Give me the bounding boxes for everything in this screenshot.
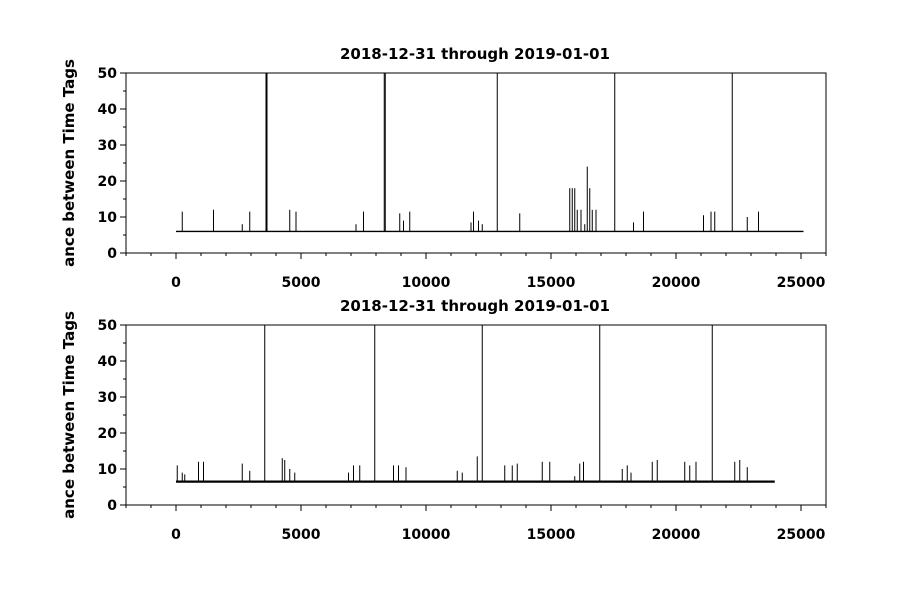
x-tick-label: 10000: [402, 527, 451, 543]
chart-panel-bottom: 2018-12-31 through 2019-01-01 ance betwe…: [60, 297, 827, 543]
y-tick-label: 10: [98, 462, 118, 478]
y-tick-label: 20: [98, 426, 118, 442]
y-axis-label: ance between Time Tags: [60, 311, 78, 519]
chart-title: 2018-12-31 through 2019-01-01: [340, 297, 610, 315]
x-tick-label: 5000: [282, 275, 321, 291]
chart-title: 2018-12-31 through 2019-01-01: [340, 45, 610, 63]
chart-panel-top: 2018-12-31 through 2019-01-01 ance betwe…: [60, 45, 827, 291]
y-tick-label: 40: [98, 354, 118, 370]
y-tick-label: 20: [98, 174, 118, 190]
y-tick-label: 10: [98, 210, 118, 226]
x-tick-label: 15000: [527, 527, 576, 543]
x-tick-label: 25000: [777, 275, 826, 291]
y-tick-label: 30: [98, 138, 118, 154]
x-tick-label: 15000: [527, 275, 576, 291]
y-tick-label: 40: [98, 102, 118, 118]
x-tick-label: 20000: [652, 527, 701, 543]
plot-frame: [125, 72, 827, 254]
y-tick-label: 50: [98, 66, 118, 82]
x-tick-label: 0: [171, 275, 181, 291]
x-tick-label: 20000: [652, 275, 701, 291]
x-tick-label: 10000: [402, 275, 451, 291]
y-tick-label: 0: [107, 246, 117, 262]
x-tick-label: 25000: [777, 527, 826, 543]
y-tick-label: 30: [98, 390, 118, 406]
plot-frame: [125, 324, 827, 506]
x-tick-label: 5000: [282, 527, 321, 543]
y-tick-label: 0: [107, 498, 117, 514]
x-tick-label: 0: [171, 527, 181, 543]
y-axis-label: ance between Time Tags: [60, 59, 78, 267]
y-tick-label: 50: [98, 318, 118, 334]
